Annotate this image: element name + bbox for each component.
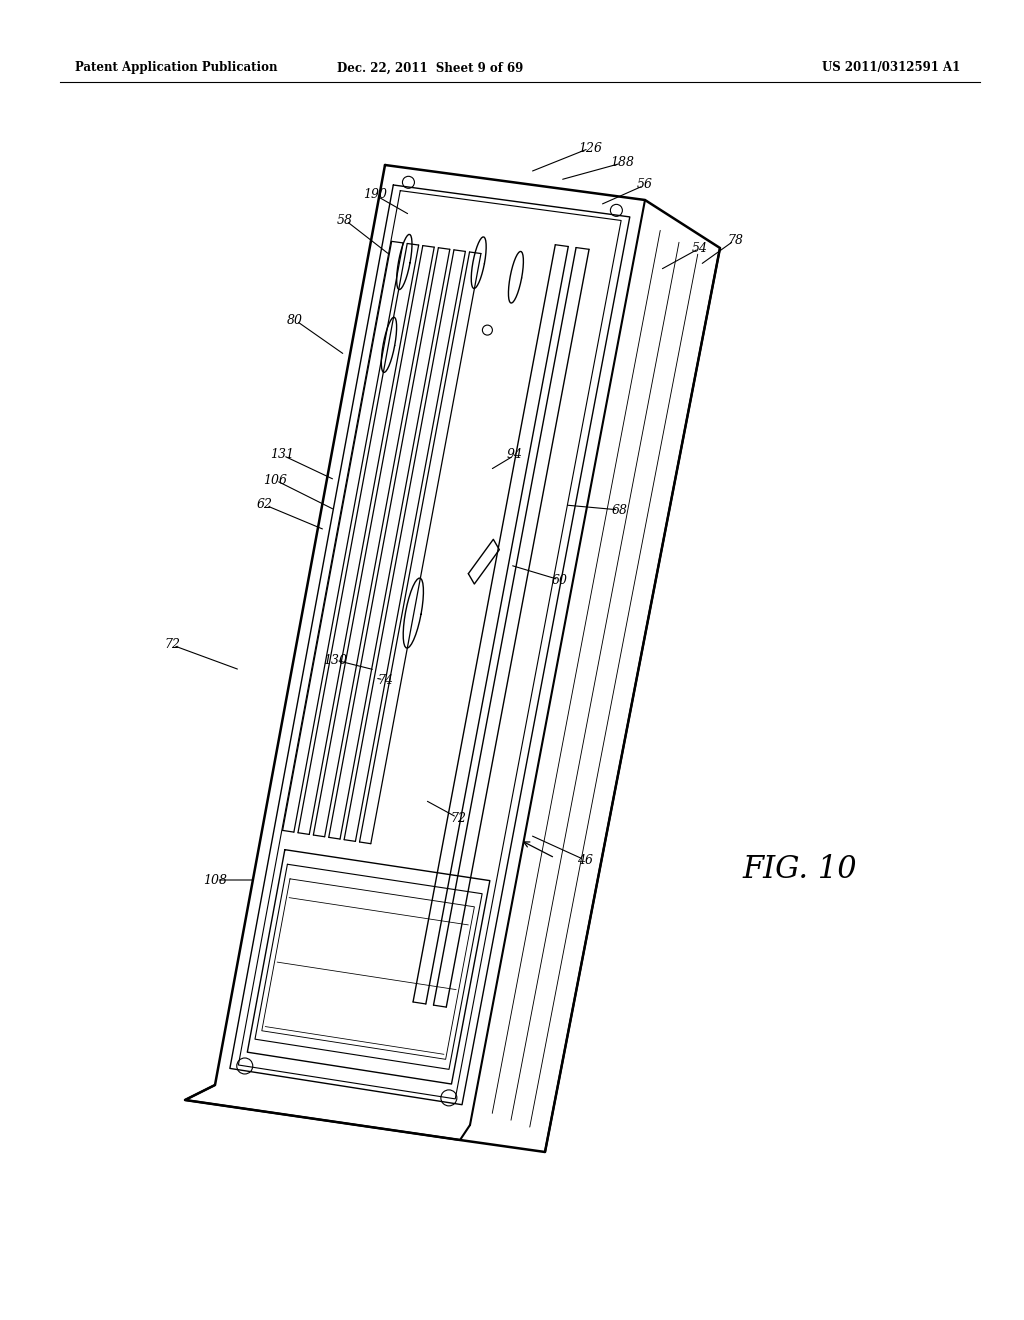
Text: 131: 131 xyxy=(270,449,294,462)
Text: 72: 72 xyxy=(450,812,466,825)
Text: 60: 60 xyxy=(552,573,568,586)
Text: US 2011/0312591 A1: US 2011/0312591 A1 xyxy=(821,62,961,74)
Text: 190: 190 xyxy=(362,189,387,202)
Text: 74: 74 xyxy=(377,673,393,686)
Text: 130: 130 xyxy=(323,653,347,667)
Text: 106: 106 xyxy=(263,474,287,487)
Text: 78: 78 xyxy=(727,234,743,247)
Text: 94: 94 xyxy=(507,449,523,462)
Text: 108: 108 xyxy=(203,874,227,887)
Text: 54: 54 xyxy=(692,242,708,255)
Text: 58: 58 xyxy=(337,214,353,227)
Text: Patent Application Publication: Patent Application Publication xyxy=(75,62,278,74)
Text: 80: 80 xyxy=(287,314,303,326)
Text: FIG. 10: FIG. 10 xyxy=(742,854,857,886)
Text: 56: 56 xyxy=(637,178,653,191)
Text: Dec. 22, 2011  Sheet 9 of 69: Dec. 22, 2011 Sheet 9 of 69 xyxy=(337,62,523,74)
Text: 68: 68 xyxy=(612,503,628,516)
Text: 46: 46 xyxy=(577,854,593,866)
Text: 188: 188 xyxy=(610,157,634,169)
Text: 62: 62 xyxy=(257,499,273,511)
Text: 72: 72 xyxy=(164,639,180,652)
Text: 126: 126 xyxy=(578,141,602,154)
